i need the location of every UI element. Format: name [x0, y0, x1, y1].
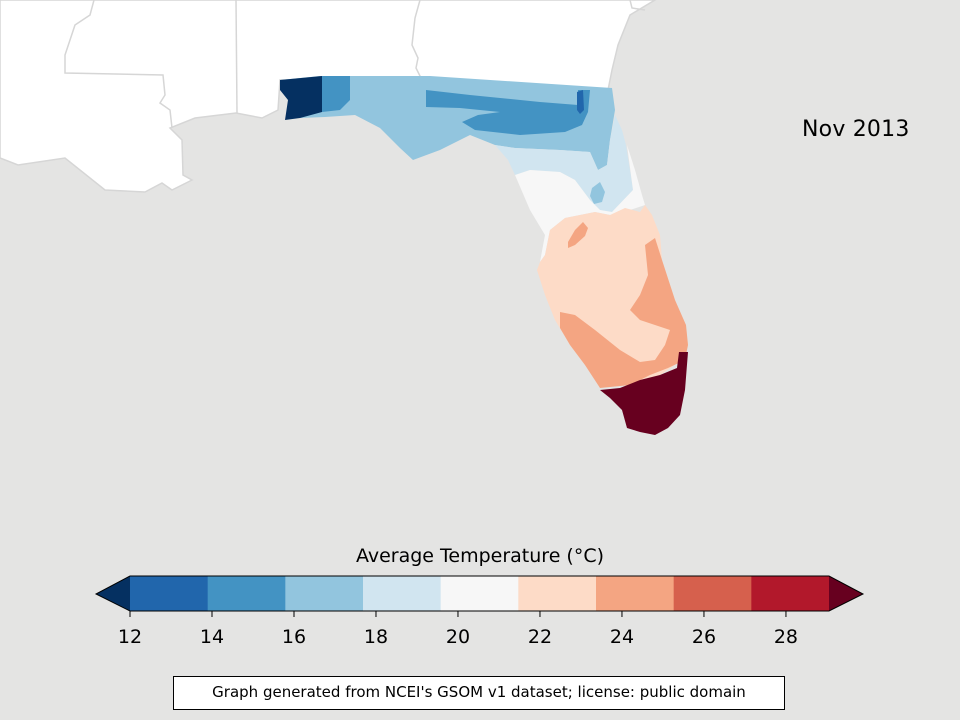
colorbar-segment [440, 576, 519, 611]
state-borders [64, 0, 646, 129]
contour-26-spot [568, 222, 588, 248]
colorbar-segment [363, 576, 442, 611]
colorbar-segment [285, 576, 364, 611]
contour-12 [280, 76, 322, 120]
contour-18-spot [590, 182, 605, 204]
contour-14-tip [577, 90, 584, 114]
colorbar-tick-label: 12 [118, 626, 142, 648]
colorbar-tick-label: 18 [364, 626, 388, 648]
contour-16 [322, 76, 350, 112]
colorbar-segment [130, 576, 209, 611]
colorbar-extend-high [829, 576, 863, 611]
colorbar-tick-label: 16 [282, 626, 306, 648]
colorbar-segment [673, 576, 752, 611]
colorbar-segment [207, 576, 286, 611]
colorbar-extend-low [96, 576, 130, 611]
map-date-title: Nov 2013 [802, 117, 910, 142]
florida-temperature-field [280, 76, 688, 435]
colorbar-segment [596, 576, 675, 611]
data-credit-note: Graph generated from NCEI's GSOM v1 data… [173, 676, 785, 710]
colorbar-tick-label: 26 [692, 626, 716, 648]
colorbar-segment [518, 576, 597, 611]
colorbar-segment [751, 576, 830, 611]
land-states [0, 0, 657, 193]
colorbar-outline [94, 575, 865, 612]
colorbar-tick-label: 20 [446, 626, 470, 648]
colorbar-label: Average Temperature (°C) [355, 545, 605, 567]
contour-28 [600, 352, 688, 435]
contour-18 [280, 76, 615, 170]
contour-22 [515, 145, 645, 262]
colorbar-tick-label: 22 [528, 626, 552, 648]
contour-16-panhandle [426, 90, 590, 135]
contour-26 [560, 238, 688, 388]
colorbar-tick-label: 28 [774, 626, 798, 648]
colorbar-tick-label: 14 [200, 626, 224, 648]
colorbar-tick-label: 24 [610, 626, 634, 648]
